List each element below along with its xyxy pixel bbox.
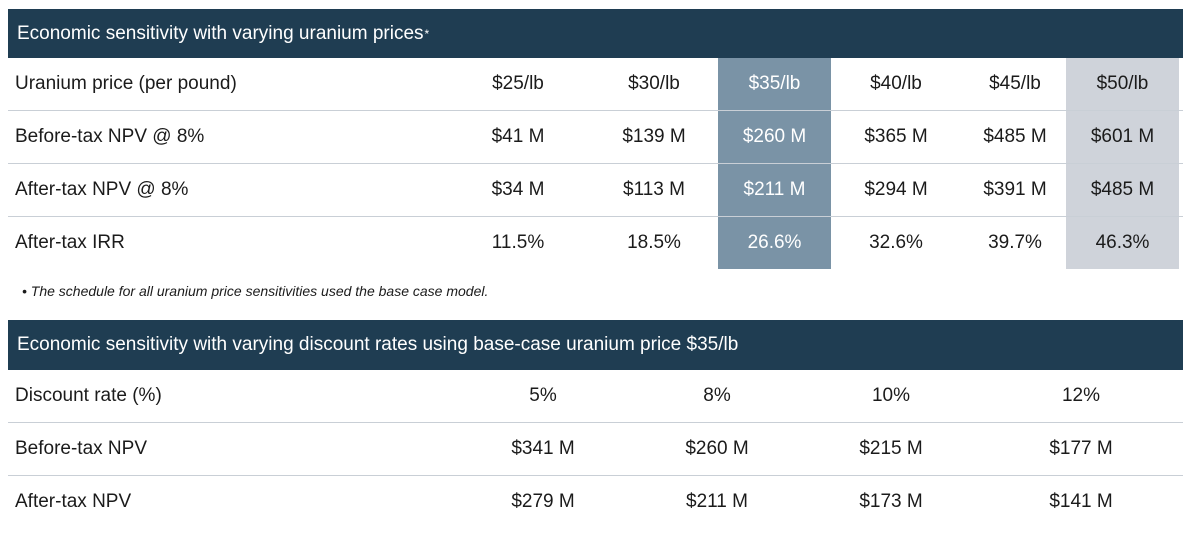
- table-cell-highlighted: $260 M: [718, 111, 831, 163]
- table-row: After-tax IRR 11.5% 18.5% 26.6% 32.6% 39…: [8, 217, 1183, 269]
- row-label: Before-tax NPV: [15, 438, 147, 459]
- table-row: Uranium price (per pound) $25/lb $30/lb …: [8, 58, 1183, 111]
- table-cell-highlighted: $601 M: [1066, 111, 1179, 163]
- table-cell-highlighted: $211 M: [718, 164, 831, 216]
- table-cell: 8%: [703, 385, 731, 406]
- table-cell: 5%: [529, 385, 557, 406]
- table-cell: 11.5%: [491, 232, 545, 253]
- table-cell-highlighted: $35/lb: [718, 58, 831, 110]
- table-cell: $141 M: [1049, 491, 1113, 512]
- table-cell: $294 M: [864, 179, 928, 200]
- table-cell: 10%: [871, 385, 911, 406]
- table-cell-highlighted: 46.3%: [1066, 217, 1179, 269]
- footnote-marker: *: [424, 26, 430, 41]
- table-cell-highlighted: $50/lb: [1066, 58, 1179, 110]
- table-cell: $40/lb: [870, 73, 922, 94]
- table-cell: $34 M: [491, 179, 545, 200]
- table-cell: $341 M: [511, 438, 575, 459]
- row-label: Uranium price (per pound): [15, 73, 237, 94]
- table-cell: $173 M: [859, 491, 923, 512]
- row-label: After-tax IRR: [15, 232, 125, 253]
- table-cell: $41 M: [491, 126, 545, 147]
- uranium-price-sensitivity-table: Economic sensitivity with varying uraniu…: [8, 9, 1183, 269]
- table-cell: 39.7%: [988, 232, 1042, 253]
- table-cell-highlighted: 26.6%: [718, 217, 831, 269]
- table-cell: $139 M: [622, 126, 686, 147]
- table-row: After-tax NPV @ 8% $34 M $113 M $211 M $…: [8, 164, 1183, 217]
- table-cell: $365 M: [864, 126, 928, 147]
- table-row: Discount rate (%) 5% 8% 10% 12%: [8, 370, 1183, 423]
- table-cell: $215 M: [859, 438, 923, 459]
- table-cell: $30/lb: [628, 73, 680, 94]
- table-cell: 18.5%: [627, 232, 681, 253]
- row-label: After-tax NPV @ 8%: [15, 179, 189, 200]
- table-cell: $211 M: [686, 491, 748, 512]
- table-cell: $279 M: [511, 491, 575, 512]
- row-label: After-tax NPV: [15, 491, 132, 512]
- table-cell: $25/lb: [492, 73, 544, 94]
- table-cell: 12%: [1061, 385, 1101, 406]
- table-cell: $260 M: [685, 438, 749, 459]
- row-label: Discount rate (%): [15, 385, 162, 406]
- table-header: Economic sensitivity with varying discou…: [8, 320, 1183, 370]
- table-title: Economic sensitivity with varying discou…: [17, 334, 739, 355]
- table-cell: $113 M: [623, 179, 685, 200]
- row-label: Before-tax NPV @ 8%: [15, 126, 205, 147]
- table-row: Before-tax NPV @ 8% $41 M $139 M $260 M …: [8, 111, 1183, 164]
- table-header: Economic sensitivity with varying uraniu…: [8, 9, 1183, 58]
- table-cell: $391 M: [983, 179, 1047, 200]
- table-cell-highlighted: $485 M: [1066, 164, 1179, 216]
- discount-rate-sensitivity-table: Economic sensitivity with varying discou…: [8, 320, 1183, 528]
- table-title: Economic sensitivity with varying uraniu…: [17, 22, 424, 44]
- table-cell: $45/lb: [989, 73, 1041, 94]
- table-cell: $485 M: [983, 126, 1047, 147]
- table-row: Before-tax NPV $341 M $260 M $215 M $177…: [8, 423, 1183, 476]
- footnote: • The schedule for all uranium price sen…: [22, 283, 489, 299]
- table-row: After-tax NPV $279 M $211 M $173 M $141 …: [8, 476, 1183, 528]
- table-cell: 32.6%: [869, 232, 923, 253]
- table-cell: $177 M: [1049, 438, 1113, 459]
